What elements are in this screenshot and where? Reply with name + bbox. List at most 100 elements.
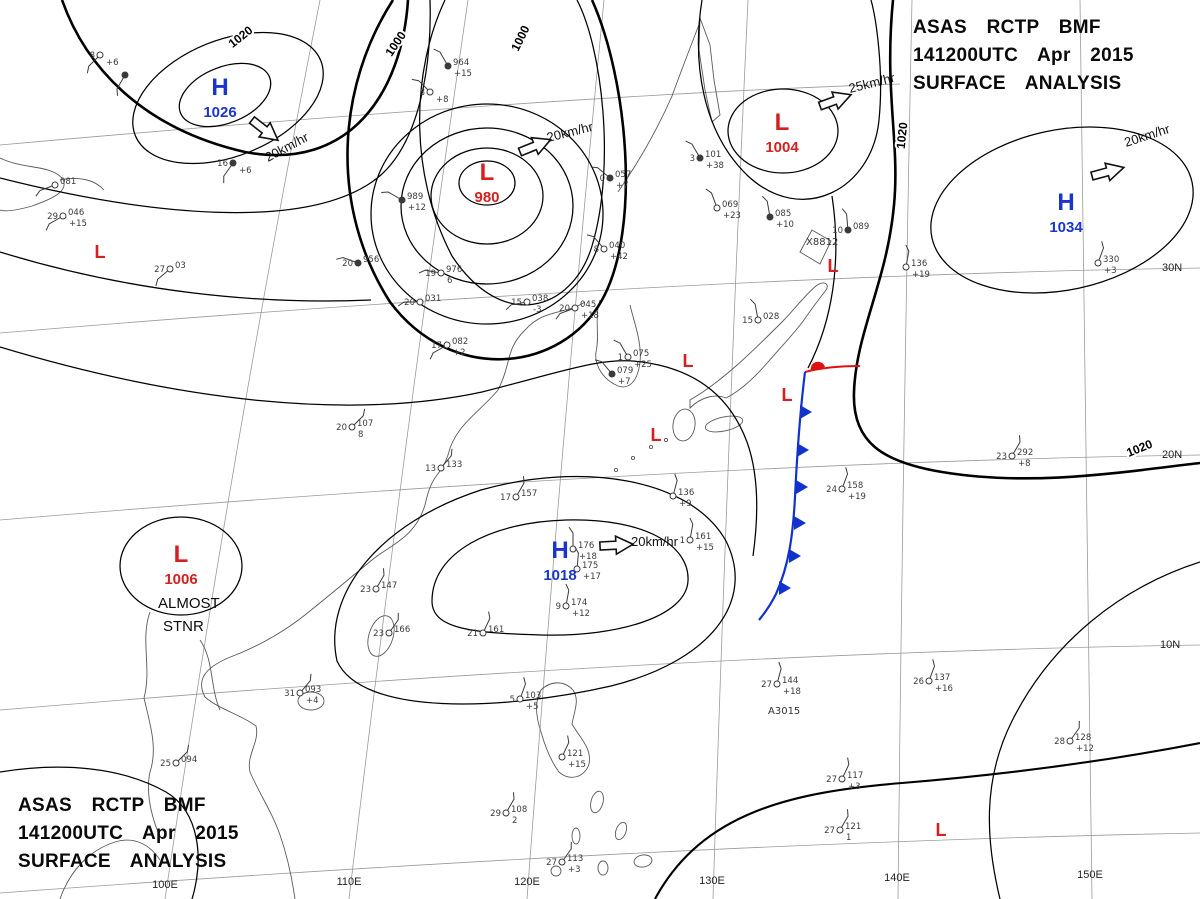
station-plot: 10 089 [832,208,869,236]
wind-barb [1098,241,1105,261]
station-circle [1066,737,1074,745]
cold-front-triangle [794,516,806,530]
wind-barb [418,269,439,274]
wind-barb [517,476,525,495]
station-circle [838,775,846,783]
annotation-a3015: A3015 [768,706,800,717]
low-mark: L [782,385,793,405]
station-pressure: 121 [567,749,583,759]
isobars-shape [419,0,606,306]
station-plot: 964+15 [433,48,472,79]
station-circle [96,51,104,59]
low-pressure-marks: L L L L L L [95,242,947,840]
station-plot: 27 144+18 [761,661,801,697]
station-pressure: 989 [407,192,423,202]
station-tendency: +3 [568,865,581,875]
station-tendency: +8 [1018,459,1031,469]
coastlines-shape [613,467,619,473]
wind-barb [483,611,491,631]
station-plot: 0 057+7 [590,166,631,191]
lon-label: 120E [514,876,540,888]
station-circle [713,204,721,212]
station-circle [444,62,452,70]
station-circle [348,423,356,431]
arrow-icon [1089,162,1126,183]
pressure-center-l-1006: L 1006 [164,541,197,588]
wind-barb [116,77,124,96]
station-pressure: 113 [567,854,583,864]
station-temp: 21 [467,629,478,639]
station-temp: 24 [826,485,837,495]
chart-datetime-line: 141200UTC Apr 2015 [913,45,1134,67]
isobars-shape [132,31,324,165]
station-plot: 3 101+38 [685,140,724,171]
pressure-value: 1034 [1049,219,1083,236]
isobars-shape [346,0,628,361]
pressure-letter: L [174,541,189,568]
graticule-grid-shape [0,644,1200,711]
wind-barb [381,191,400,199]
station-pressure: 956 [363,255,379,265]
arrow-icon [248,115,280,142]
wind-barb [705,188,717,206]
movement-arrow [598,534,635,556]
wind-barb [442,448,453,467]
station-pressure: 292 [1017,448,1033,458]
coastlines-shape [630,455,636,461]
station-pressure: 081 [60,177,76,187]
wind-barb [353,408,366,426]
station-pressure: 094 [181,755,197,765]
station-tendency: 6 [447,276,452,286]
station-tendency: +17 [583,572,601,582]
station-tendency: +16 [935,684,953,694]
station-plot: 8 +6 [86,51,119,74]
isobars-shape [727,88,839,174]
graticule-grid-shape [0,454,1200,521]
station-pressure: 161 [488,625,504,635]
graticule-grid-shape [164,0,321,899]
chart-datetime-line: 141200UTC Apr 2015 [18,823,239,845]
station-temp: 19 [425,269,436,279]
station-pressure: 175 [582,561,598,571]
wind-barb [689,517,694,538]
station-temp: 20 [559,304,570,314]
station-plot: 8 040+42 [586,234,628,262]
wind-barb [761,195,770,215]
station-pressure: 075 [633,349,649,359]
station-tendency: +7 [618,377,631,387]
wind-barb [565,583,570,604]
station-circle [606,174,614,182]
station-temp: 27 [546,858,557,868]
coastlines-shape [704,415,744,433]
station-temp: 27 [826,775,837,785]
station-pressure: 117 [847,771,863,781]
cold-front-triangle [800,405,812,419]
station-circle [398,196,406,204]
station-temp: 27 [761,680,772,690]
station-pressure: 144 [782,676,798,686]
station-circle [686,536,694,544]
wind-barb [507,792,515,811]
lon-label: 150E [1077,869,1103,881]
isobar-label: 1020 [226,23,256,51]
station-plot: 175+17 [573,546,601,582]
station-temp: 29 [490,809,501,819]
station-circle [479,629,487,637]
station-plot: 079+7 [594,359,633,387]
station-circle [696,154,704,162]
station-circle [669,492,677,500]
station-plot: 989+12 [381,191,426,213]
station-temp: 10 [832,226,843,236]
coastlines-shape [617,21,701,193]
station-circle [624,353,632,361]
wind-barb [429,346,445,360]
station-pressure: 108 [511,805,527,815]
station-temp: 23 [996,452,1007,462]
isobars-shape [697,0,882,200]
wind-barb [842,757,850,777]
station-tendency: +12 [408,203,426,213]
lon-label: 130E [699,875,725,887]
station-circle [1008,452,1016,460]
